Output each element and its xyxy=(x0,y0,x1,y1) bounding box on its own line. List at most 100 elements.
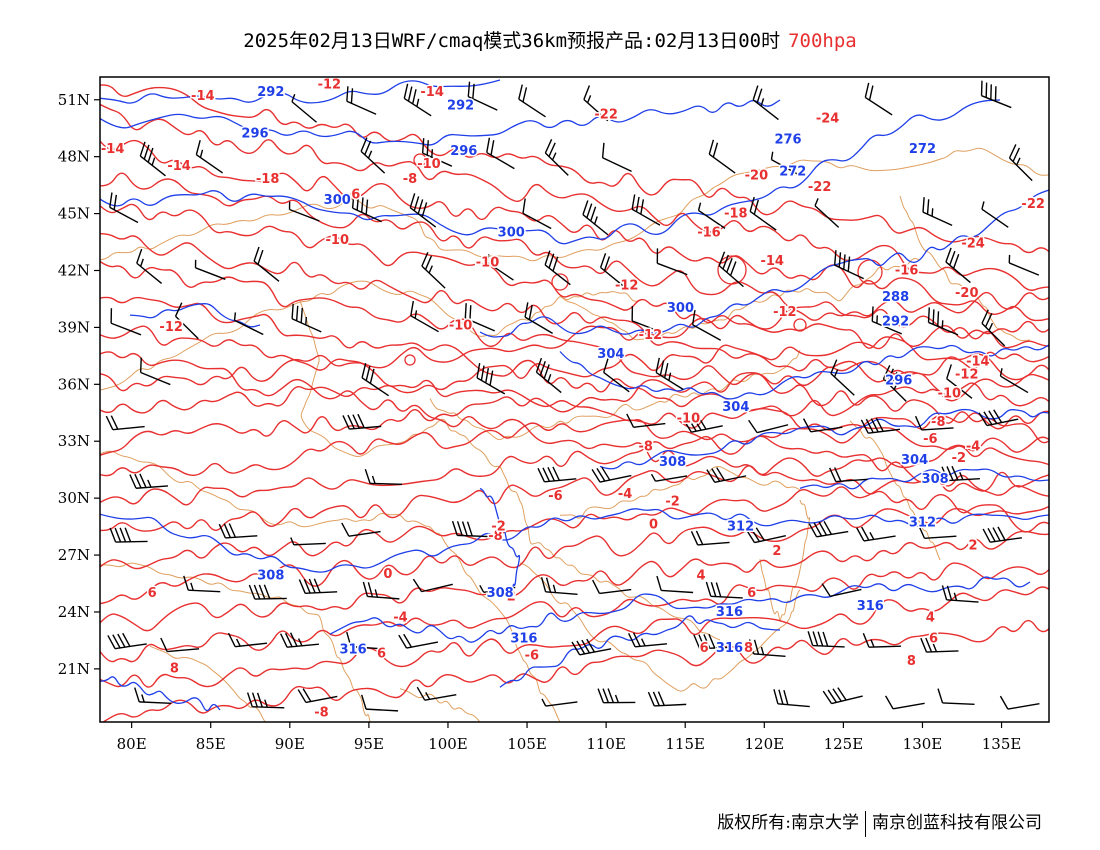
lon-label: 135E xyxy=(982,735,1022,753)
wind-barb xyxy=(706,467,747,484)
wind-barb xyxy=(288,201,320,222)
temperature-label: -10 xyxy=(677,411,701,426)
temperature-label: 2 xyxy=(969,538,978,553)
geopotential-label: 292 xyxy=(447,98,474,113)
temperature-label: -20 xyxy=(745,168,769,183)
geopotential-label: 296 xyxy=(450,144,477,159)
wind-barb xyxy=(647,691,687,707)
wind-barb xyxy=(227,632,268,648)
temperature-label: 6 xyxy=(377,647,386,662)
map-title: 2025年02月13日WRF/cmaq模式36km预报产品:02月13日00时 7… xyxy=(0,26,1100,53)
border-line xyxy=(100,450,561,722)
lon-label: 115E xyxy=(665,735,705,753)
border-line xyxy=(399,688,481,722)
geopotential-label: 292 xyxy=(257,85,284,100)
temperature-contour xyxy=(100,320,1049,414)
wind-barb xyxy=(821,583,862,597)
temperature-label: 0 xyxy=(649,518,658,533)
wind-barb xyxy=(362,581,400,600)
geopotential-label: 304 xyxy=(901,453,928,468)
wind-barb xyxy=(410,300,439,333)
wind-barb xyxy=(364,468,403,486)
geopotential-label: 288 xyxy=(882,290,909,305)
temperature-label: 8 xyxy=(744,641,753,656)
wind-barb xyxy=(174,302,199,340)
temperature-contour xyxy=(100,505,1049,605)
lat-label: 45N xyxy=(58,205,90,223)
temperature-label: -8 xyxy=(403,172,417,187)
wind-barb xyxy=(941,465,980,482)
wind-barb xyxy=(160,637,200,653)
wind-barb xyxy=(807,631,845,648)
temperature-contours xyxy=(100,84,1049,722)
wind-barb xyxy=(416,686,457,701)
wind-barb xyxy=(109,192,139,224)
temperature-label: -12 xyxy=(773,305,797,320)
temperature-label: 0 xyxy=(939,474,948,489)
wind-barb xyxy=(476,362,506,395)
footer-separator xyxy=(865,810,866,837)
temperature-label: 2 xyxy=(507,590,516,605)
geopotential-label: 296 xyxy=(885,373,912,388)
lat-label: 27N xyxy=(58,546,90,564)
wind-barb xyxy=(134,687,172,705)
geopotential-label: 276 xyxy=(774,132,801,147)
wind-barb xyxy=(246,692,285,709)
temperature-label: -12 xyxy=(159,320,183,335)
border-line xyxy=(519,562,801,692)
wind-barb xyxy=(773,689,810,708)
wind-barb xyxy=(522,198,552,230)
lat-label: 21N xyxy=(58,660,90,678)
temperature-contour xyxy=(100,373,1049,477)
temperature-contour xyxy=(100,84,1049,254)
border-line xyxy=(429,349,801,441)
temperature-label: -12 xyxy=(318,77,342,92)
lon-label: 85E xyxy=(196,735,226,753)
geopotential-label: 316 xyxy=(716,641,743,656)
wind-barb xyxy=(346,86,377,115)
wind-barb xyxy=(518,84,546,118)
geopotential-label: 308 xyxy=(257,569,284,584)
border-line xyxy=(559,257,921,341)
temperature-label: 6 xyxy=(700,641,709,656)
wind-barb xyxy=(218,523,258,539)
temperature-label: -8 xyxy=(488,529,502,544)
wind-barb xyxy=(829,467,868,483)
temperature-cell xyxy=(404,354,416,366)
wind-barb xyxy=(650,473,688,482)
wind-barb xyxy=(105,415,145,431)
lat-label: 42N xyxy=(58,262,90,280)
wind-barb xyxy=(682,416,723,433)
wind-barb xyxy=(745,527,786,544)
geopotential-label: 312 xyxy=(909,516,936,531)
temperature-label: 4 xyxy=(926,610,935,625)
temperature-label: 6 xyxy=(929,631,938,646)
temperature-contour xyxy=(100,139,1049,322)
lon-label: 120E xyxy=(745,735,785,753)
wind-barb xyxy=(486,137,515,170)
wind-barb xyxy=(110,308,142,336)
wind-barb xyxy=(927,307,959,336)
temperature-label: -14 xyxy=(191,89,215,104)
wind-barb xyxy=(233,312,264,336)
wind-barb xyxy=(571,638,612,656)
geopotential-contours xyxy=(100,79,1049,712)
temperature-label: -6 xyxy=(525,648,539,663)
lat-label: 33N xyxy=(58,432,90,450)
lat-label: 36N xyxy=(58,375,90,393)
wind-barbs xyxy=(105,80,1040,712)
lat-label: 24N xyxy=(58,603,90,621)
wind-barb xyxy=(999,695,1040,710)
geopotential-label: 316 xyxy=(857,599,884,614)
geopotential-contour xyxy=(100,508,1049,573)
geopotential-label: 308 xyxy=(922,472,949,487)
lon-label: 95E xyxy=(354,735,384,753)
copyright-owner: 版权所有:南京大学 xyxy=(717,813,859,833)
temperature-label: -20 xyxy=(955,286,979,301)
temperature-label: -6 xyxy=(548,489,562,504)
wind-barb xyxy=(597,688,636,704)
temperature-contour xyxy=(100,410,1049,506)
temperature-label: -4 xyxy=(393,610,407,625)
temperature-label: -12 xyxy=(639,328,663,343)
